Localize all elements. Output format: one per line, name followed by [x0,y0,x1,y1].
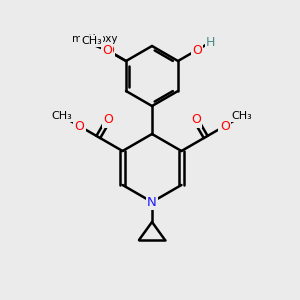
Text: O: O [192,44,202,56]
Text: CH₃: CH₃ [232,111,252,121]
Text: O: O [104,44,114,58]
Text: O: O [102,44,112,56]
Text: O: O [103,113,113,126]
Text: methoxy: methoxy [72,34,118,44]
Text: H: H [206,35,216,49]
Text: CH₃: CH₃ [52,111,72,121]
Text: O: O [220,119,230,133]
Text: O: O [191,113,201,126]
Text: O: O [74,119,84,133]
Text: N: N [147,196,157,208]
Text: CH₃: CH₃ [81,36,102,46]
